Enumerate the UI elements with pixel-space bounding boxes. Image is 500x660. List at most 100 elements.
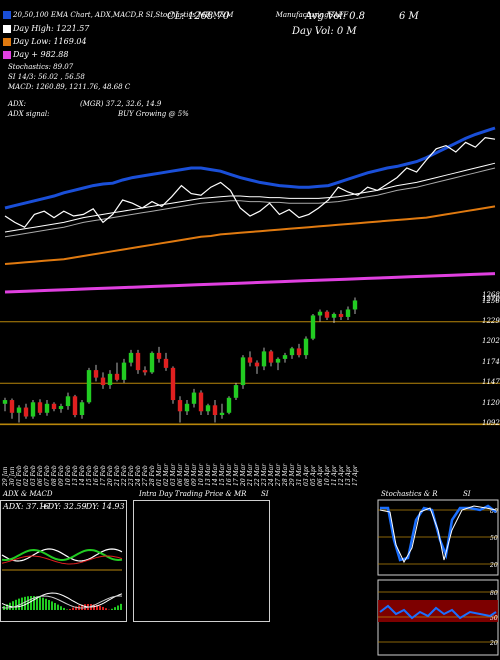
date-tick-label: 03 Feb <box>30 465 37 486</box>
candle-body <box>86 370 92 403</box>
candle-body <box>100 377 106 386</box>
candle-body <box>268 351 274 363</box>
date-tick-label: 15 Feb <box>86 465 93 486</box>
macd-bar <box>63 607 65 610</box>
date-tick-label: 09 Feb <box>58 465 65 486</box>
mfg-label: ManufacturingSAFF <box>275 11 349 19</box>
date-tick-label: 14 Feb <box>79 465 86 486</box>
date-tick-label: 07 Feb <box>44 465 51 486</box>
price-level-label: 1174.54 <box>482 357 500 366</box>
macd-bar <box>96 605 98 610</box>
date-tick-label: 09 Mar <box>191 463 198 486</box>
candle-body <box>142 370 148 373</box>
candle-body <box>254 362 260 367</box>
macd-bar <box>48 600 50 610</box>
candle-body <box>205 405 211 412</box>
rsi-line <box>379 604 497 620</box>
adx-signal-label: ADX signal: <box>8 110 50 118</box>
date-tick-label: 12 Apr <box>338 464 345 486</box>
day-high: Day High: 1221.57 <box>13 24 90 33</box>
candle-body <box>240 357 246 386</box>
legend-line-4: Day + 982.88 <box>3 51 68 59</box>
price-level-label: 1202.36 <box>482 337 500 346</box>
candle-body <box>289 348 295 356</box>
macd-bar <box>6 604 8 610</box>
date-tick-label: 22 Mar <box>254 463 261 487</box>
candle-body <box>296 348 302 356</box>
ema50-line <box>4 162 496 233</box>
date-tick-label: 02 Feb <box>23 465 30 486</box>
candle-body <box>149 352 155 373</box>
candle-body <box>163 358 169 368</box>
stochastics-value: Stochastics: 89.07 <box>8 63 74 71</box>
di-plus-value: +DY: 32.59 <box>41 502 87 511</box>
date-tick-label: 10 Mar <box>198 463 205 486</box>
adx-signal: BUY Growing @ 5% <box>118 110 189 118</box>
candle-body <box>114 373 120 380</box>
macd-bar <box>18 598 20 610</box>
candle-body <box>128 352 134 363</box>
macd-line <box>1 592 123 608</box>
macd-bar <box>33 596 35 610</box>
date-tick-label: 23 Feb <box>128 465 135 487</box>
date-tick-label: 01 Mar <box>156 463 163 486</box>
rsi-tick-label: 20 <box>489 640 498 647</box>
candle-body <box>233 385 239 398</box>
candle-body <box>79 402 85 416</box>
macd-bar <box>111 608 113 610</box>
candle-body <box>331 313 337 318</box>
macd-bar <box>93 604 95 610</box>
date-tick-label: 17 Feb <box>100 465 107 486</box>
date-tick-label: 16 Mar <box>226 463 233 486</box>
ema100-line <box>4 205 496 265</box>
date-tick-label: 23 Mar <box>261 463 268 487</box>
macd-bar <box>105 608 107 610</box>
date-tick-label: 17 Apr <box>352 464 359 486</box>
ema50-swatch <box>3 25 11 33</box>
macd-bar <box>81 604 83 610</box>
macd-bar <box>99 605 101 610</box>
di-minus-line <box>1 555 123 565</box>
ema-values: Day + 982.88 <box>13 50 69 59</box>
candle-body <box>338 313 344 317</box>
date-tick-label: 28 Feb <box>149 465 156 487</box>
macd-bar <box>117 605 119 610</box>
price-level-label: 1092.57 <box>482 419 500 428</box>
candle-body <box>30 402 36 417</box>
macd-bar <box>57 604 59 610</box>
candle-body <box>184 403 190 412</box>
adx-macd-title: ADX & MACD <box>3 490 53 498</box>
adx-macd-panel <box>0 500 127 622</box>
ema-suffix: SI,Stochastics,MR <box>145 11 211 19</box>
legend-line-1: 20,50,100 EMA Chart, ADX,MACD,R SI,Stoch… <box>3 11 348 19</box>
intraday-panel <box>133 500 270 622</box>
stoch-detail: SI 14/3: 56.02 , 56.58 <box>8 73 85 81</box>
price-level-label: 1120.39 <box>482 398 500 407</box>
date-tick-label: 05 Apr <box>310 464 317 486</box>
date-tick-label: 31 Mar <box>296 463 303 486</box>
date-tick-label: 02 Mar <box>163 463 170 486</box>
candle-body <box>303 338 309 356</box>
date-tick-label: 16 Feb <box>93 465 100 486</box>
ema50-band-line <box>4 167 496 238</box>
di-minus-value: -DY: 14.93 <box>83 502 125 511</box>
date-tick-label: 10 Feb <box>65 465 72 486</box>
intraday-title: Intra Day Trading Price & MR <box>139 490 247 498</box>
macd-bar <box>30 596 32 610</box>
date-tick-label: 06 Mar <box>177 463 184 486</box>
macd-bar <box>60 606 62 610</box>
macd-bar <box>45 598 47 610</box>
date-tick-label: 30 Jan <box>9 466 16 486</box>
macd-bar <box>120 603 122 610</box>
legend-line-2: Day High: 1221.57 <box>3 25 89 33</box>
close-line <box>4 136 496 228</box>
price-level-label: 1147.51 <box>482 378 500 387</box>
adx-line <box>1 548 123 562</box>
date-tick-label: 13 Apr <box>345 464 352 486</box>
date-tick-label: 29 Jan <box>2 466 9 487</box>
price-level-label: 1229.65 <box>482 316 500 325</box>
rsi-tick-label: 80 <box>490 590 498 597</box>
ema200-line <box>4 272 496 294</box>
date-tick-label: 20 Mar <box>240 463 247 487</box>
